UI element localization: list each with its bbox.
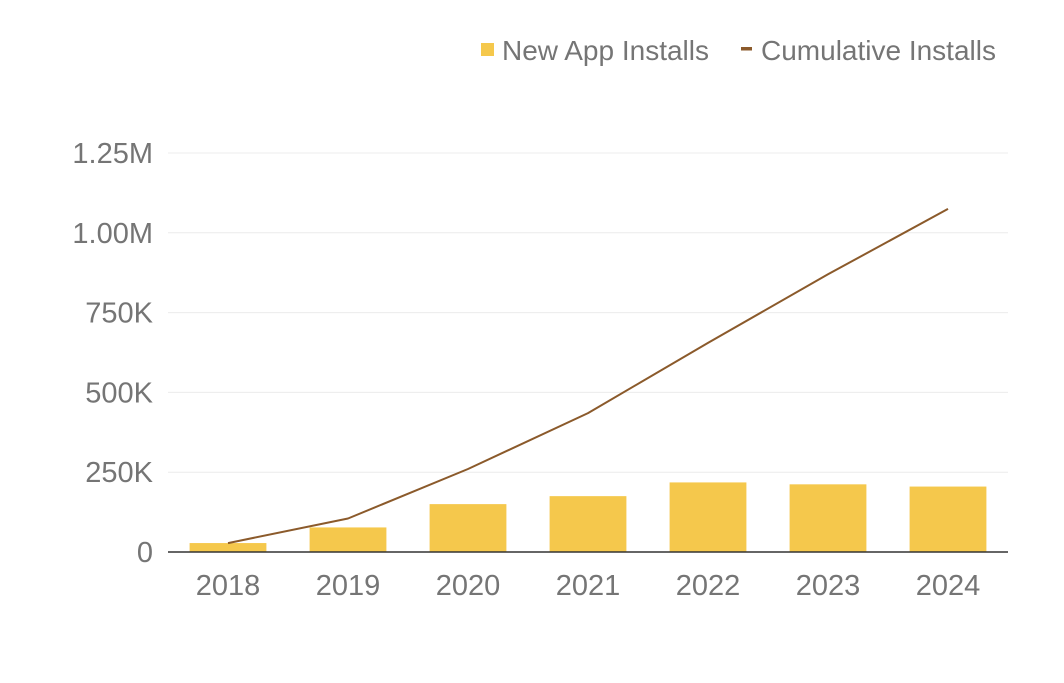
- x-tick-label: 2018: [196, 570, 261, 602]
- line-series: [227, 208, 949, 545]
- y-tick-label: 250K: [85, 457, 153, 489]
- x-axis-ticks: 2018 2019 2020 2021 2022 2023 2024: [196, 570, 981, 602]
- bar: [549, 496, 627, 552]
- x-tick-label: 2024: [916, 570, 981, 602]
- x-tick-label: 2020: [436, 570, 501, 602]
- x-tick-label: 2023: [796, 570, 861, 602]
- legend: New App Installs Cumulative Installs: [481, 35, 996, 66]
- legend-label-new-app-installs: New App Installs: [502, 35, 709, 66]
- y-tick-label: 0: [137, 537, 153, 569]
- bar: [669, 482, 747, 552]
- gridlines: [168, 152, 1008, 473]
- legend-swatch-new-app-installs: [481, 43, 494, 56]
- y-tick-label: 500K: [85, 377, 153, 409]
- y-tick-label: 1.25M: [72, 138, 153, 170]
- x-tick-label: 2019: [316, 570, 381, 602]
- bar-series: [189, 482, 987, 552]
- bar: [789, 484, 867, 552]
- y-tick-label: 750K: [85, 298, 153, 330]
- x-tick-label: 2022: [676, 570, 741, 602]
- bar: [909, 486, 987, 552]
- bar: [309, 527, 387, 552]
- legend-label-cumulative-installs: Cumulative Installs: [761, 35, 996, 66]
- y-tick-label: 1.00M: [72, 218, 153, 250]
- x-tick-label: 2021: [556, 570, 621, 602]
- bar: [429, 504, 507, 552]
- legend-swatch-cumulative-installs: [741, 47, 752, 51]
- bar: [189, 543, 267, 552]
- y-axis-ticks: 0 250K 500K 750K 1.00M 1.25M: [72, 138, 153, 569]
